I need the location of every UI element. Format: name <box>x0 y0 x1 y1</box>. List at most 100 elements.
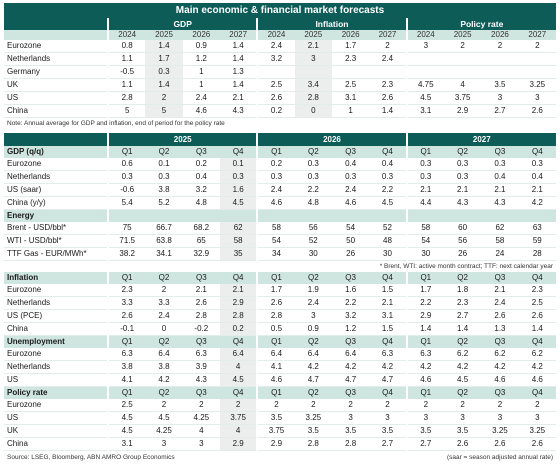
cell: 4.8 <box>182 196 220 210</box>
section-title: Unemployment <box>4 335 108 348</box>
cell: 2 <box>145 399 183 412</box>
cell: 1.7 <box>256 284 295 297</box>
quarter: Q3 <box>481 386 519 399</box>
cell: 3.4 <box>294 78 332 92</box>
cell: 2 <box>443 399 482 412</box>
cell: 3.8 <box>145 360 183 374</box>
cell: 24 <box>481 247 519 261</box>
cell: 4.5 <box>106 424 146 438</box>
cell: 30 <box>369 247 407 261</box>
cell: 1.7 <box>331 40 370 53</box>
data-row: Eurozone 2.5 2 2 2 2 2 2 2 2 2 2 2 <box>4 399 556 412</box>
row-label: China <box>4 322 108 336</box>
cell: 5.4 <box>106 196 146 210</box>
cell: -0.5 <box>106 65 146 79</box>
cell: 2.3 <box>331 52 370 66</box>
year: 2025 <box>443 30 482 40</box>
cell: 0.3 <box>294 158 332 171</box>
cell: 0.3 <box>481 158 519 171</box>
cell: 2 <box>331 399 370 412</box>
cell: 0 <box>145 322 183 336</box>
cell: 0.3 <box>294 170 332 184</box>
quarter: Q2 <box>443 272 482 284</box>
quarter: Q4 <box>369 335 407 348</box>
cell: 4.5 <box>145 411 183 425</box>
blank <box>4 133 108 146</box>
cell: 0.9 <box>182 40 220 53</box>
cell: 4.8 <box>294 196 332 210</box>
group-header: GDP <box>106 18 258 30</box>
cell: 2 <box>256 399 295 412</box>
cell: 3.1 <box>369 309 407 323</box>
year: 2027 <box>518 30 556 40</box>
cell: 4.7 <box>369 373 407 387</box>
data-row: Brent - USD/bbl* 75 66.7 68.2 62 58 56 54 52 58 60… <box>4 222 556 235</box>
quarter: Q3 <box>481 335 519 348</box>
cell: 2.1 <box>369 296 407 310</box>
cell: 0.3 <box>443 170 482 184</box>
cell: 0.3 <box>256 170 295 184</box>
cell: 4.6 <box>405 373 444 387</box>
cell: 4 <box>182 424 220 438</box>
cell: 2.1 <box>219 91 258 105</box>
section-row: Unemployment Q1 Q2 Q3 Q4 Q1 Q2 Q3 Q4 Q1 Q2 Q3 Q4 <box>4 335 556 348</box>
cell: 2.6 <box>369 91 407 105</box>
cell: 0.3 <box>405 158 444 171</box>
cell: 0.4 <box>369 158 407 171</box>
cell: 4 <box>443 78 482 92</box>
blank <box>4 18 108 30</box>
cell: 0.3 <box>518 158 556 171</box>
cell: 63.8 <box>145 234 183 248</box>
quarter: Q3 <box>182 335 220 348</box>
data-row: Netherlands 3.3 3.3 2.6 2.9 2.6 2.4 2.2 2.1 2.2 2.… <box>4 296 556 310</box>
cell: 2.1 <box>182 284 220 297</box>
year: 2025 <box>106 133 258 146</box>
cell <box>518 52 556 66</box>
cell: 3 <box>518 411 556 425</box>
cell: 6.2 <box>518 348 556 361</box>
cell: 1.3 <box>219 65 258 79</box>
row-label: US (saar) <box>4 183 108 197</box>
cell: 56 <box>443 234 482 248</box>
quarter: Q3 <box>481 272 519 284</box>
cell: 5 <box>145 104 183 118</box>
blank <box>405 209 444 222</box>
cell: 1.7 <box>145 52 183 66</box>
quarter: Q3 <box>331 272 370 284</box>
cell: 2.8 <box>219 309 258 323</box>
cell: 2.6 <box>518 309 556 323</box>
cell: 2 <box>182 399 220 412</box>
cell: 4.3 <box>443 196 482 210</box>
cell: 58 <box>481 234 519 248</box>
cell: 2.3 <box>518 284 556 297</box>
cell: 4.6 <box>481 373 519 387</box>
blank <box>219 209 258 222</box>
cell: 3.25 <box>518 78 556 92</box>
cell: 2.8 <box>294 91 332 105</box>
cell: 66.7 <box>145 222 183 235</box>
cell: 26 <box>443 247 482 261</box>
cell: 3 <box>145 437 183 451</box>
cell: 0.3 <box>145 170 183 184</box>
data-row: Eurozone 0.6 0.1 0.2 0.1 0.2 0.3 0.4 0.4 0.3 0.3 0.… <box>4 158 556 171</box>
cell: 4.25 <box>145 424 183 438</box>
row-label: Eurozone <box>4 348 108 361</box>
cell: 4.5 <box>369 196 407 210</box>
quarter: Q1 <box>256 386 295 399</box>
quarter: Q2 <box>145 272 183 284</box>
year: 2026 <box>256 133 407 146</box>
row-label: Netherlands <box>4 296 108 310</box>
source: Source: LSEG, Bloomberg, ABN AMRO Group … <box>7 453 175 461</box>
cell: 0.2 <box>256 104 295 118</box>
cell: 62 <box>481 222 519 235</box>
cell: 4.7 <box>294 373 332 387</box>
cell: 2.4 <box>256 40 295 53</box>
cell: -0.6 <box>106 183 146 197</box>
cell: 3.1 <box>405 104 444 118</box>
cell: 1.9 <box>294 284 332 297</box>
blank <box>182 209 220 222</box>
cell: 3 <box>369 411 407 425</box>
cell: 2.8 <box>182 309 220 323</box>
cell: 3.5 <box>331 424 370 438</box>
